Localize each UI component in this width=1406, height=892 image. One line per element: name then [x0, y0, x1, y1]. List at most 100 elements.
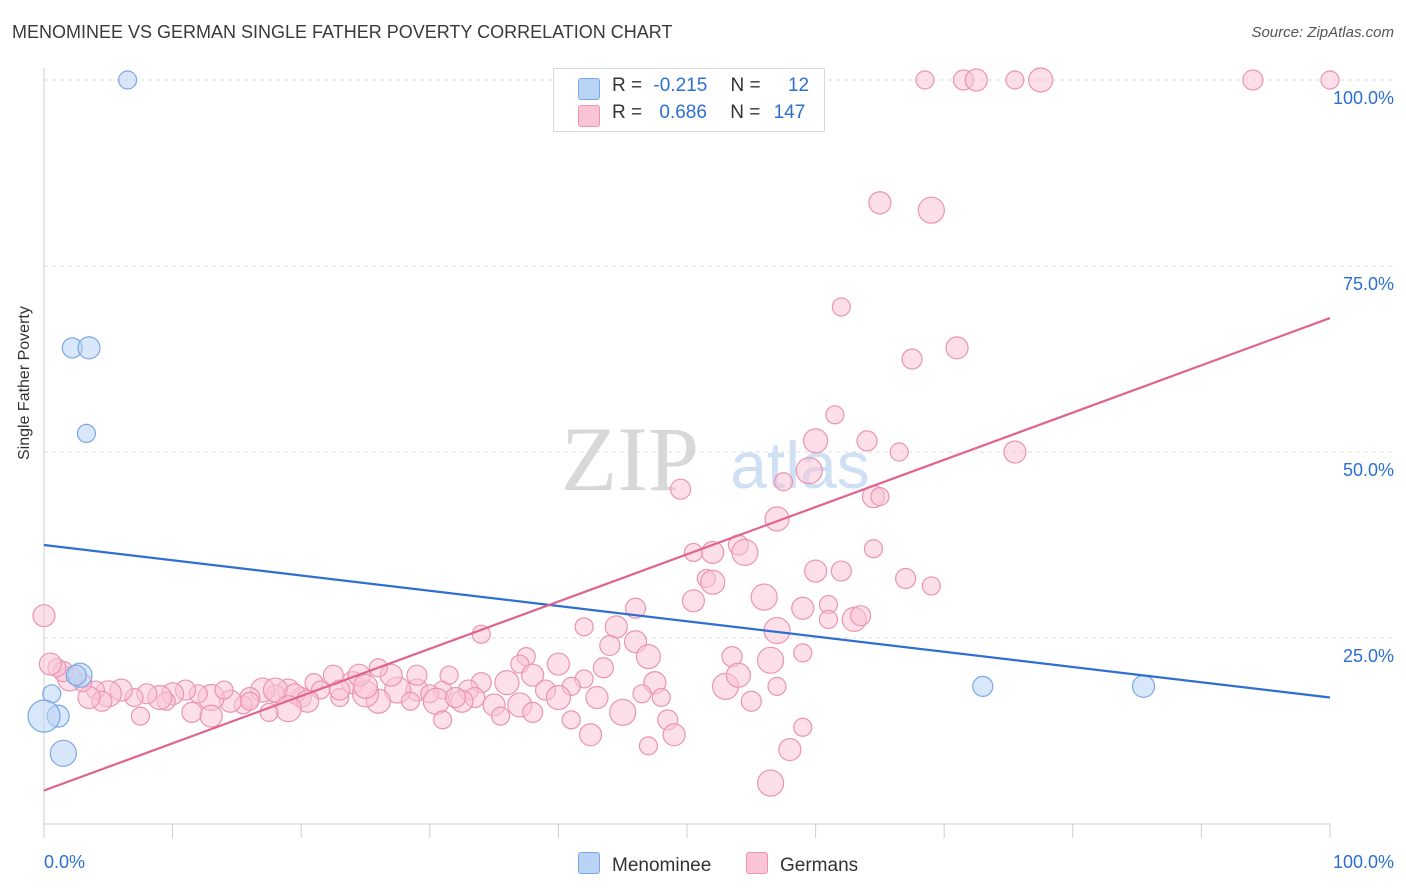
germans-point — [624, 597, 647, 619]
germans-point — [259, 702, 279, 723]
legend-r-value: -0.215 — [653, 75, 708, 96]
chart-title: MENOMINEE VS GERMAN SINGLE FATHER POVERT… — [12, 22, 673, 42]
x-tick-label: 0.0% — [44, 852, 86, 872]
germans-point — [669, 478, 692, 500]
germans-point — [831, 297, 851, 317]
germans-point — [632, 684, 652, 704]
germans-point — [681, 589, 706, 613]
legend-r-label: R = — [612, 75, 643, 96]
germans-point — [609, 698, 637, 727]
menominee-point — [49, 739, 77, 767]
germans-point — [400, 691, 421, 711]
germans-point — [32, 604, 56, 628]
correlation-legend: R = -0.215 N = 12 R = 0.686 N = 147 — [553, 68, 825, 132]
y-tick-label: 75.0% — [1342, 274, 1394, 294]
germans-point — [422, 687, 450, 715]
menominee-point — [76, 423, 97, 443]
germans-point — [802, 428, 829, 454]
germans-point — [1028, 67, 1054, 93]
menominee-swatch — [578, 852, 600, 874]
germans-point — [945, 336, 969, 360]
germans-point — [494, 670, 520, 696]
germans-point — [756, 769, 785, 797]
germans-point — [767, 676, 787, 696]
menominee-point — [117, 70, 138, 90]
germans-point — [793, 717, 813, 737]
bottom-legend-germans: Germans — [746, 852, 858, 877]
germans-point — [870, 487, 890, 507]
germans-point — [561, 710, 581, 730]
germans-point — [750, 583, 778, 611]
legend-swatch-blue — [578, 78, 600, 100]
menominee-label: Menominee — [612, 855, 712, 876]
germans-points — [32, 67, 1340, 797]
germans-point — [578, 723, 603, 747]
germans-point — [604, 615, 628, 639]
germans-point — [638, 736, 659, 756]
germans-point — [778, 737, 802, 762]
germans-point — [490, 706, 511, 726]
germans-point — [329, 679, 351, 701]
germans-point — [1005, 70, 1025, 90]
menominee-point — [77, 336, 101, 360]
germans-point — [917, 196, 945, 224]
germans-point — [1320, 70, 1340, 90]
germans-point — [700, 569, 726, 595]
trend-lines — [43, 317, 1331, 792]
germans-point — [921, 576, 941, 596]
germans-point — [439, 665, 459, 685]
germans-point — [895, 567, 917, 590]
germans-point — [545, 684, 572, 711]
germans-point — [868, 191, 892, 215]
y-tick-label: 25.0% — [1342, 646, 1394, 666]
germans-point — [130, 706, 151, 726]
germans-point — [592, 657, 615, 679]
germans-point — [574, 617, 594, 637]
source-label: Source: ZipAtlas.com — [1251, 24, 1394, 41]
germans-point — [651, 687, 671, 708]
germans-point — [240, 691, 260, 711]
germans-point — [444, 686, 467, 709]
germans-point — [773, 472, 794, 492]
germans-point — [599, 634, 621, 657]
germans-point — [433, 710, 453, 730]
germans-point — [818, 609, 839, 630]
germans-point — [756, 646, 785, 674]
germans-point — [964, 68, 988, 92]
germans-point — [803, 559, 828, 583]
germans-point — [793, 643, 813, 663]
germans-point — [915, 70, 935, 90]
germans-point — [546, 652, 571, 676]
menominee-point — [65, 664, 87, 686]
y-tick-label: 50.0% — [1342, 460, 1394, 480]
germans-point — [406, 664, 428, 686]
legend-r-value: 0.686 — [659, 102, 707, 123]
germans-point — [850, 605, 872, 627]
menominee-point — [1131, 674, 1156, 698]
germans-point — [830, 560, 852, 582]
legend-r-label: R = — [612, 102, 643, 123]
germans-point — [352, 673, 379, 699]
germans-point — [214, 680, 234, 700]
germans-point — [889, 442, 909, 462]
germans-point — [1003, 440, 1027, 464]
menominee-point — [27, 699, 61, 733]
legend-n-label: N = — [730, 102, 761, 123]
germans-point — [1242, 69, 1264, 91]
menominee-points — [27, 70, 1156, 767]
germans-point — [731, 538, 759, 567]
germans-point — [791, 596, 815, 620]
germans-point — [585, 685, 609, 710]
legend-swatch-pink — [578, 105, 600, 127]
germans-point — [863, 539, 884, 559]
legend-n-label: N = — [730, 75, 761, 96]
watermark: ZIP atlas — [561, 408, 870, 510]
menominee-trend-line — [43, 543, 1331, 699]
germans-point — [825, 405, 845, 425]
germans-point — [901, 348, 923, 370]
germans-point — [662, 723, 686, 747]
germans-label: Germans — [780, 855, 859, 876]
germans-point — [38, 652, 63, 676]
menominee-point — [972, 675, 994, 697]
